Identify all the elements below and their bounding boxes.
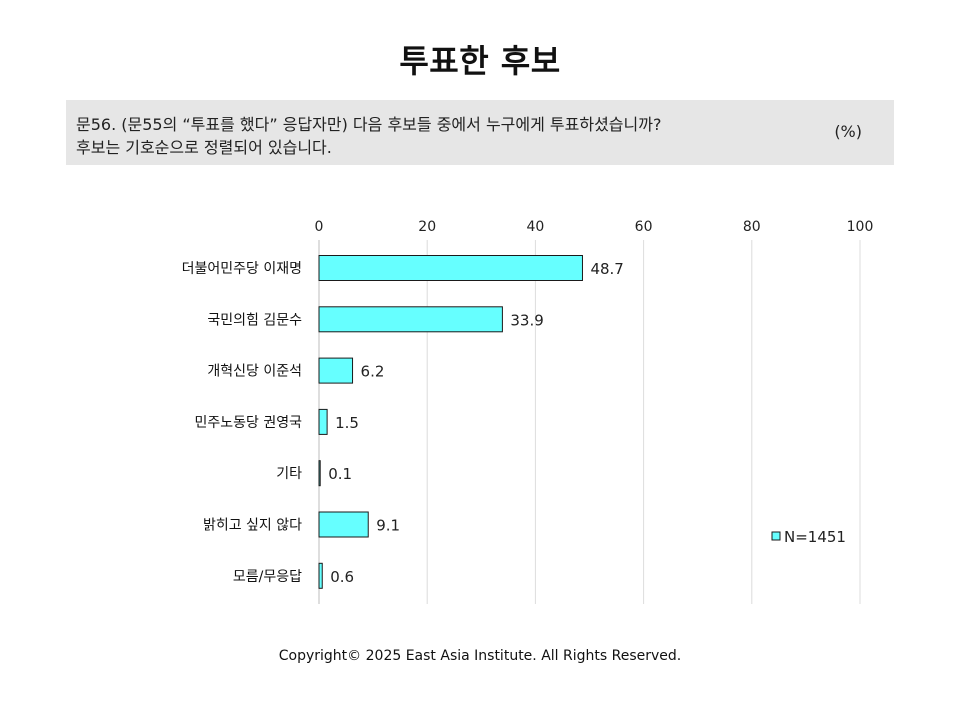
question-text-line1: 문56. (문55의 “투표를 했다” 응답자만) 다음 후보들 중에서 누구에… — [76, 115, 662, 134]
data-label: 6.2 — [361, 363, 385, 381]
legend-swatch — [771, 531, 781, 541]
category-label: 국민의힘 김문수 — [207, 312, 302, 328]
x-tick-label: 100 — [847, 219, 874, 235]
x-tick-label: 60 — [635, 219, 653, 235]
bar — [318, 306, 503, 333]
question-box: 문56. (문55의 “투표를 했다” 응답자만) 다음 후보들 중에서 누구에… — [66, 100, 894, 165]
bar — [318, 255, 583, 281]
data-label: 0.6 — [330, 568, 354, 586]
data-label: 0.1 — [328, 465, 352, 483]
copyright-text: Copyright© 2025 East Asia Institute. All… — [278, 648, 682, 664]
legend-label: N=1451 — [784, 528, 846, 546]
chart-title: 투표한 후보 — [399, 42, 561, 80]
bar — [318, 511, 369, 538]
bar — [318, 460, 321, 487]
bar — [318, 357, 354, 384]
x-tick-label: 20 — [418, 219, 436, 235]
category-label: 밝히고 싶지 않다 — [203, 518, 302, 534]
data-label: 33.9 — [510, 311, 543, 329]
data-label: 48.7 — [590, 260, 623, 278]
data-label: 1.5 — [335, 414, 359, 432]
bar — [318, 562, 323, 589]
category-label: 기타 — [276, 466, 302, 482]
x-tick-label: 80 — [743, 219, 761, 235]
category-label: 모름/무응답 — [233, 569, 302, 585]
x-tick-label: 0 — [315, 219, 324, 235]
unit-label: (%) — [834, 122, 862, 141]
data-label: 9.1 — [376, 517, 400, 535]
category-label: 더불어민주당 이재명 — [182, 261, 302, 277]
question-text-line2: 후보는 기호순으로 정렬되어 있습니다. — [76, 138, 332, 157]
category-label: 민주노동당 권영국 — [195, 415, 303, 431]
x-tick-label: 40 — [526, 219, 544, 235]
category-label: 개혁신당 이준석 — [207, 364, 302, 380]
bar — [318, 408, 328, 435]
